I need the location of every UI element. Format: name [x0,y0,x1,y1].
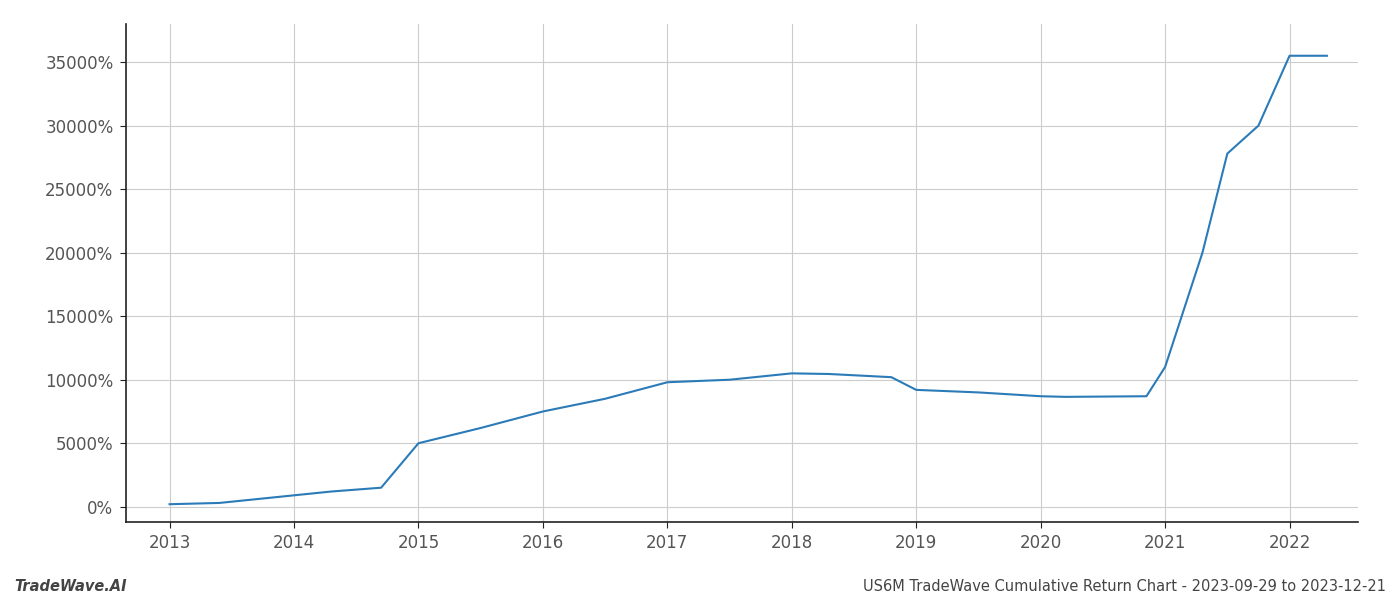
Text: US6M TradeWave Cumulative Return Chart - 2023-09-29 to 2023-12-21: US6M TradeWave Cumulative Return Chart -… [862,579,1386,594]
Text: TradeWave.AI: TradeWave.AI [14,579,126,594]
